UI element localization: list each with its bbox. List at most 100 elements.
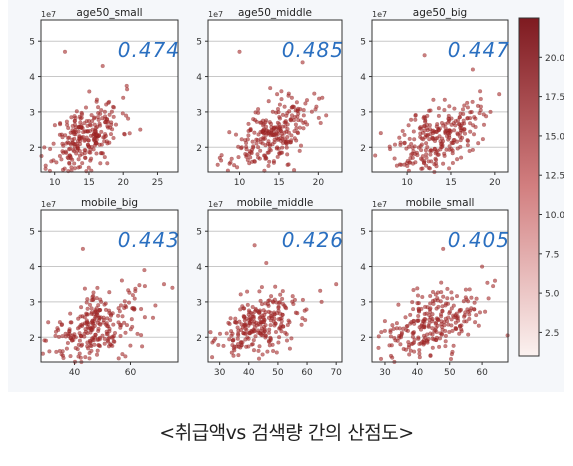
data-point bbox=[261, 324, 267, 330]
data-point bbox=[74, 109, 79, 114]
data-point bbox=[465, 307, 470, 312]
data-point bbox=[401, 326, 406, 331]
data-point bbox=[76, 342, 81, 347]
data-point bbox=[435, 317, 440, 322]
data-point bbox=[286, 130, 291, 135]
data-point bbox=[251, 348, 257, 353]
data-point bbox=[428, 353, 433, 358]
data-point bbox=[210, 355, 215, 360]
x-tick-label: 40 bbox=[412, 368, 424, 378]
data-point bbox=[443, 344, 448, 349]
data-point bbox=[229, 350, 234, 355]
data-point bbox=[235, 336, 240, 341]
correlation-annotation: 0.426 bbox=[282, 228, 344, 252]
data-point bbox=[463, 287, 468, 292]
data-point bbox=[72, 136, 77, 141]
data-point bbox=[72, 161, 77, 166]
data-point bbox=[423, 304, 428, 309]
data-point bbox=[70, 141, 75, 146]
data-point bbox=[227, 130, 232, 135]
data-point bbox=[280, 112, 285, 117]
data-point bbox=[256, 110, 261, 115]
data-point bbox=[92, 342, 97, 347]
data-point bbox=[105, 161, 110, 166]
data-point bbox=[258, 298, 263, 303]
data-point bbox=[112, 339, 117, 344]
data-point bbox=[428, 309, 433, 314]
data-point bbox=[454, 311, 459, 316]
data-point bbox=[98, 297, 103, 302]
data-point bbox=[403, 347, 409, 352]
x-tick-label: 30 bbox=[214, 368, 226, 378]
data-point bbox=[428, 152, 433, 157]
x-tick-label: 50 bbox=[272, 368, 284, 378]
data-point bbox=[424, 152, 429, 157]
data-point bbox=[85, 129, 90, 134]
data-point bbox=[420, 166, 425, 171]
data-point bbox=[449, 323, 454, 328]
x-tick-label: 60 bbox=[476, 368, 488, 378]
data-point bbox=[275, 106, 281, 112]
data-point bbox=[250, 304, 255, 310]
y-tick-label: 5 bbox=[360, 228, 366, 238]
data-point bbox=[412, 151, 417, 157]
data-point bbox=[382, 319, 387, 324]
data-point bbox=[237, 319, 242, 324]
data-point bbox=[233, 132, 239, 137]
data-point bbox=[476, 323, 481, 328]
data-point bbox=[296, 106, 301, 111]
data-point bbox=[93, 308, 98, 313]
data-point bbox=[70, 123, 75, 129]
data-point bbox=[417, 341, 422, 347]
data-point bbox=[486, 296, 491, 301]
data-point bbox=[78, 323, 83, 328]
data-point bbox=[240, 304, 245, 309]
data-point bbox=[228, 316, 233, 321]
data-point bbox=[424, 125, 429, 131]
data-point bbox=[481, 112, 486, 117]
data-point bbox=[430, 345, 435, 350]
data-point bbox=[284, 139, 290, 144]
data-point bbox=[264, 132, 269, 137]
data-point bbox=[98, 322, 103, 327]
y-tick-label: 3 bbox=[360, 108, 366, 118]
data-point bbox=[286, 318, 291, 323]
data-point bbox=[84, 169, 89, 174]
data-point bbox=[47, 146, 53, 152]
data-point bbox=[497, 92, 502, 97]
data-point bbox=[70, 157, 75, 162]
data-point bbox=[461, 299, 466, 304]
data-point bbox=[267, 343, 272, 348]
data-point bbox=[289, 336, 294, 341]
data-point bbox=[283, 119, 288, 124]
data-point bbox=[300, 297, 305, 302]
data-point bbox=[267, 327, 272, 332]
data-point bbox=[76, 354, 81, 359]
data-point bbox=[457, 331, 462, 336]
data-point bbox=[285, 322, 290, 328]
data-point bbox=[408, 312, 413, 317]
data-point bbox=[64, 141, 69, 146]
data-point bbox=[238, 345, 243, 350]
data-point bbox=[104, 332, 109, 337]
data-point bbox=[469, 295, 474, 300]
data-point bbox=[100, 63, 105, 69]
data-point bbox=[392, 156, 397, 161]
data-point bbox=[284, 306, 289, 311]
data-point bbox=[94, 296, 99, 301]
data-point bbox=[431, 301, 436, 306]
data-point bbox=[303, 317, 308, 323]
data-point bbox=[276, 340, 281, 345]
data-point bbox=[81, 130, 86, 135]
data-point bbox=[72, 166, 77, 171]
data-point bbox=[54, 160, 59, 165]
data-point bbox=[77, 138, 83, 144]
subplot-title: age50_small bbox=[76, 7, 142, 19]
data-point bbox=[76, 316, 81, 321]
data-point bbox=[43, 166, 48, 171]
data-point bbox=[324, 113, 329, 118]
data-point bbox=[271, 159, 276, 164]
data-point bbox=[406, 340, 411, 345]
data-point bbox=[120, 314, 125, 319]
data-point bbox=[460, 121, 465, 127]
